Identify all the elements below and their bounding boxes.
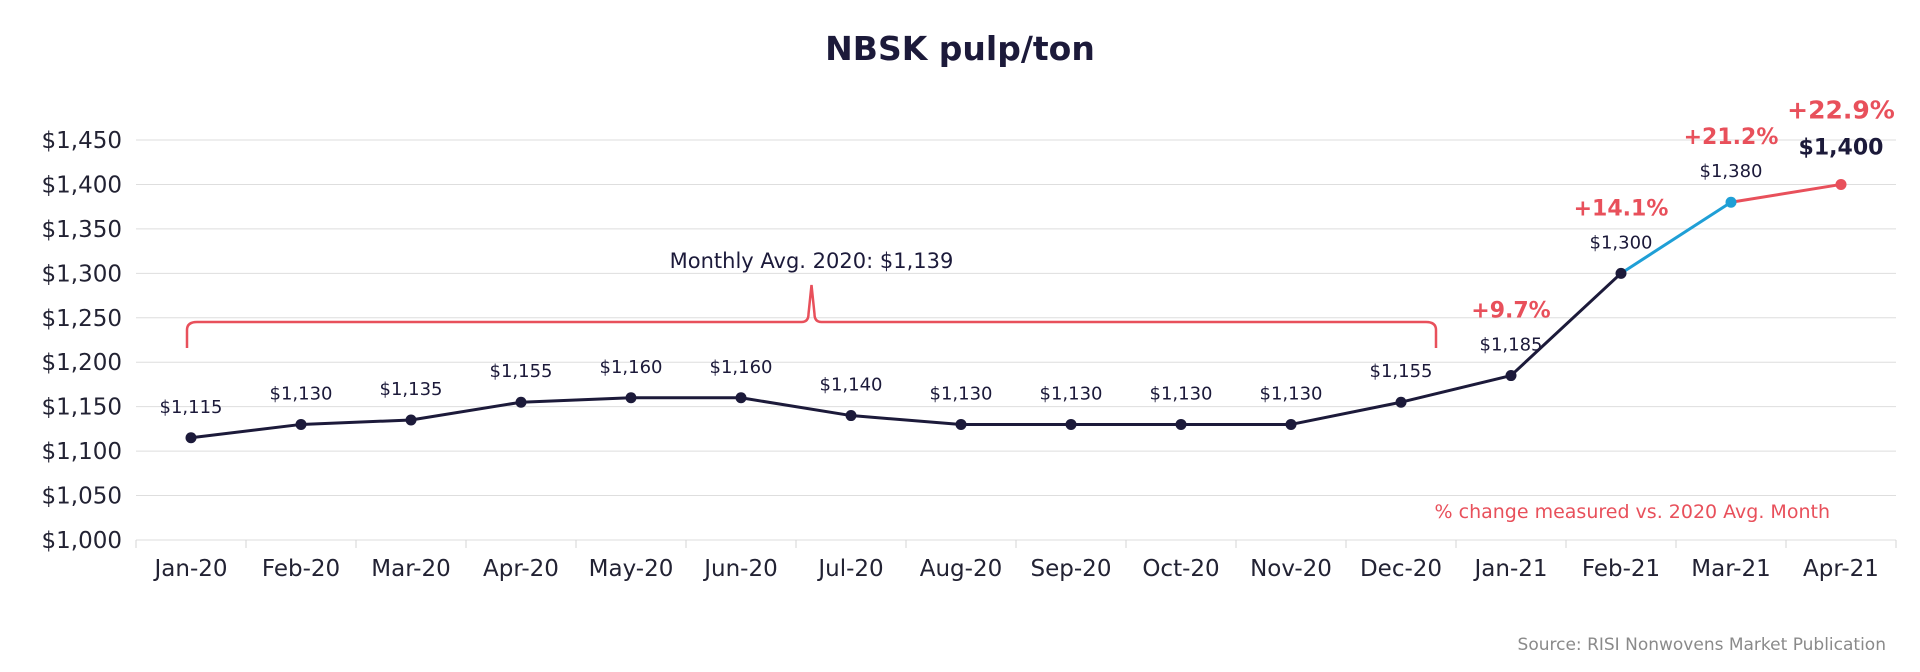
line-segment (1619, 200, 1733, 275)
data-point (955, 418, 967, 430)
percent-change-note: % change measured vs. 2020 Avg. Month (1435, 501, 1830, 523)
x-tick-label: Apr-21 (1803, 556, 1879, 582)
percent-change-label: +9.7% (1471, 299, 1550, 324)
data-label: $1,115 (160, 397, 223, 418)
data-point (1615, 267, 1627, 279)
x-tick-label: Dec-20 (1360, 556, 1442, 582)
line-segment (299, 418, 413, 426)
line-segment (739, 396, 853, 418)
y-tick-label: $1,300 (42, 261, 122, 287)
data-label: $1,300 (1590, 232, 1653, 253)
data-label: $1,160 (600, 357, 663, 378)
data-point (845, 410, 857, 422)
y-tick-label: $1,150 (42, 395, 122, 421)
series-points (185, 178, 1847, 444)
y-tick-label: $1,100 (42, 439, 122, 465)
data-point (405, 414, 417, 426)
data-label: $1,400 (1799, 135, 1884, 160)
x-tick-label: Jan-21 (1472, 556, 1547, 582)
percent-change-label: +21.2% (1684, 125, 1779, 150)
data-label: $1,155 (490, 361, 553, 382)
data-label: $1,130 (1260, 383, 1323, 404)
data-label: $1,185 (1480, 335, 1543, 356)
percent-change-label: +22.9% (1787, 95, 1895, 124)
line-segment (1289, 400, 1403, 426)
data-labels: $1,115 $1,130 $1,135 $1,155 $1,160 $1,160 $1,1… (160, 135, 1884, 417)
percent-change-label: +14.1% (1574, 196, 1669, 221)
x-tick-label: Feb-21 (1582, 556, 1660, 582)
data-label: $1,130 (930, 383, 993, 404)
data-point (625, 392, 637, 404)
data-label: $1,130 (1040, 383, 1103, 404)
x-tick-label: Nov-20 (1250, 556, 1332, 582)
line-segment (409, 400, 523, 422)
y-tick-label: $1,050 (42, 484, 122, 510)
data-label: $1,380 (1700, 161, 1763, 182)
x-tick-label: Apr-20 (483, 556, 559, 582)
grid-lines (136, 139, 1896, 541)
data-label: $1,135 (380, 379, 443, 400)
data-point (185, 432, 197, 444)
series-line (189, 182, 1843, 440)
line-segment (1399, 374, 1513, 404)
data-label: $1,160 (710, 357, 773, 378)
y-tick-label: $1,000 (42, 528, 122, 554)
x-tick-label: Jun-20 (702, 556, 778, 582)
data-point (1395, 396, 1407, 408)
x-tick-label: Sep-20 (1031, 556, 1112, 582)
x-tick-label: Oct-20 (1142, 556, 1219, 582)
data-point (1175, 418, 1187, 430)
data-point (735, 392, 747, 404)
x-tick-label: Mar-20 (371, 556, 451, 582)
data-point (1065, 418, 1077, 430)
x-tick-label: Feb-20 (262, 556, 340, 582)
y-tick-label: $1,200 (42, 350, 122, 376)
data-point (1285, 418, 1297, 430)
data-label: $1,130 (1150, 383, 1213, 404)
x-tick-label: Mar-21 (1691, 556, 1771, 582)
data-point (515, 396, 527, 408)
line-segment (1509, 271, 1623, 378)
x-tick-label: Jul-20 (816, 556, 883, 582)
y-tick-label: $1,250 (42, 306, 122, 332)
data-point (1505, 370, 1517, 382)
data-label: $1,130 (270, 383, 333, 404)
chart-title: NBSK pulp/ton (825, 29, 1095, 68)
x-tick-label: Jan-20 (152, 556, 227, 582)
percent-change-labels: +9.7% +14.1% +21.2% +22.9% (1471, 95, 1895, 323)
average-bracket (185, 284, 1438, 348)
data-label: $1,155 (1370, 361, 1433, 382)
x-tick-label: Aug-20 (920, 556, 1002, 582)
x-axis-ticks: Jan-20 Feb-20 Mar-20 Apr-20 May-20 Jun-20 Jul-… (135, 540, 1897, 582)
x-tick-label: May-20 (589, 556, 674, 582)
data-point (295, 418, 307, 430)
line-segment (1729, 182, 1843, 204)
data-point (1725, 196, 1737, 208)
data-point (1835, 178, 1847, 190)
y-tick-label: $1,400 (42, 172, 122, 198)
data-label: $1,140 (820, 375, 883, 396)
line-segment (189, 422, 303, 440)
y-tick-label: $1,450 (42, 128, 122, 154)
source-label: Source: RISI Nonwovens Market Publicatio… (1518, 635, 1886, 655)
average-bracket-group: Monthly Avg. 2020: $1,139 (185, 249, 1438, 348)
line-segment (519, 396, 633, 404)
average-annotation: Monthly Avg. 2020: $1,139 (670, 249, 954, 273)
y-axis-ticks: $1,000 $1,050 $1,100 $1,150 $1,200 $1,250 $1,3… (42, 128, 122, 554)
y-tick-label: $1,350 (42, 217, 122, 243)
line-segment (849, 414, 963, 426)
